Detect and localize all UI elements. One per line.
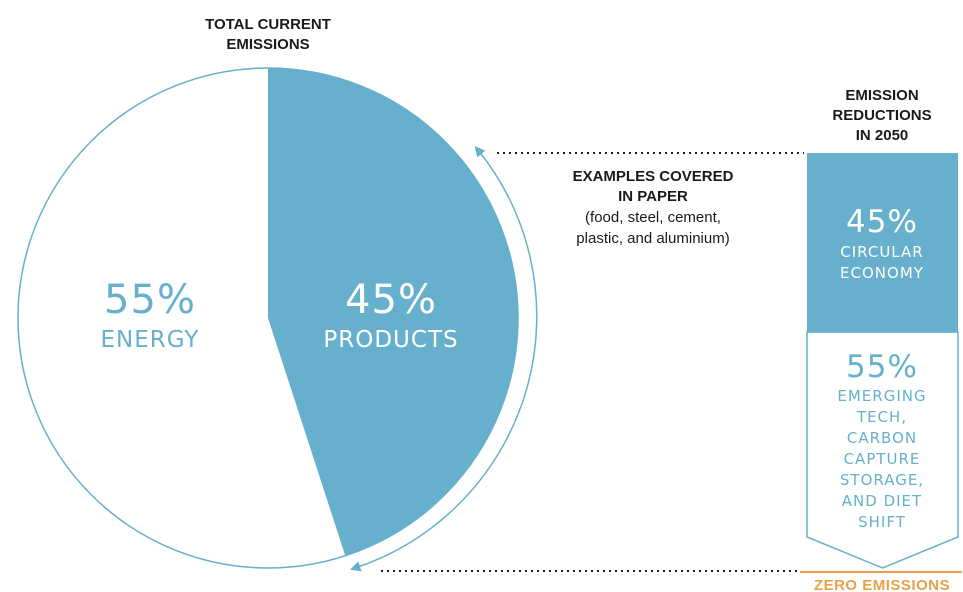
products-percent: 45% — [345, 277, 437, 323]
circular-line2: ECONOMY — [840, 264, 924, 282]
emerging-line5: STORAGE, — [840, 471, 924, 489]
emerging-line4: CAPTURE — [844, 450, 921, 468]
products-label: PRODUCTS — [323, 327, 458, 353]
examples-line2: IN PAPER — [618, 188, 688, 205]
emerging-line3: CARBON — [847, 429, 917, 447]
emerging-line7: SHIFT — [858, 513, 906, 531]
emerging-percent: 55% — [846, 349, 918, 385]
pie-title-line2: EMISSIONS — [226, 36, 309, 53]
circular-line1: CIRCULAR — [840, 243, 923, 261]
emerging-line6: AND DIET — [842, 492, 922, 510]
reductions-title-line1: EMISSION — [845, 87, 918, 104]
pie-title-line1: TOTAL CURRENT — [205, 16, 331, 33]
emerging-line2: TECH, — [856, 408, 907, 426]
circular-percent: 45% — [846, 204, 918, 240]
energy-label: ENERGY — [101, 327, 200, 353]
examples-line3: (food, steel, cement, — [585, 209, 721, 226]
emerging-line1: EMERGING — [837, 387, 926, 405]
energy-percent: 55% — [104, 277, 196, 323]
zero-emissions-label: ZERO EMISSIONS — [814, 577, 950, 592]
reductions-title-line2: REDUCTIONS — [832, 107, 931, 124]
examples-line4: plastic, and aluminium) — [576, 230, 729, 247]
reductions-title-line3: IN 2050 — [856, 127, 909, 144]
products-arc-arrow — [350, 145, 538, 572]
circular-economy-block — [807, 153, 958, 333]
emerging-tech-block — [806, 331, 959, 569]
examples-line1: EXAMPLES COVERED — [573, 168, 734, 185]
